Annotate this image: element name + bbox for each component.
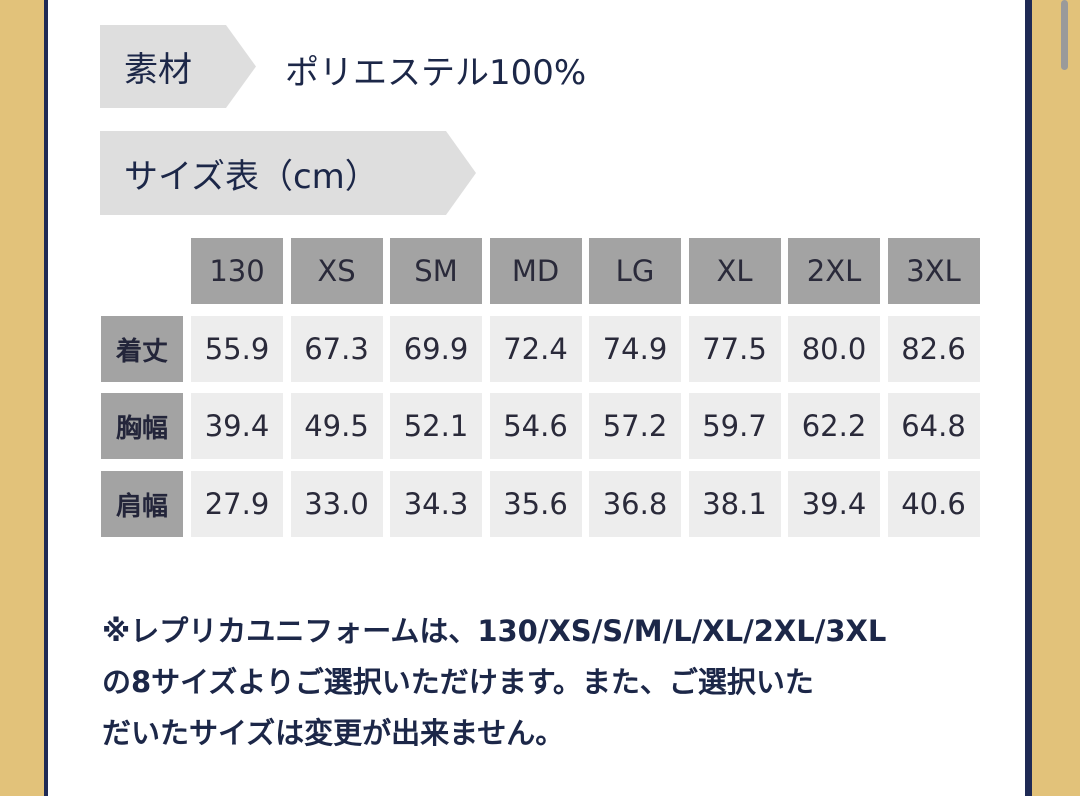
value-cell: 35.6 [489,471,582,537]
row-header: 肩幅 [101,471,183,537]
value-cell: 36.8 [589,471,681,537]
size-table-tag: サイズ表（cm） [100,131,476,215]
scrollbar [1061,0,1068,70]
value-cell: 27.9 [191,471,283,537]
value-cell: 67.3 [290,316,383,382]
value-cell: 38.1 [688,471,781,537]
value-cell: 34.3 [390,471,482,537]
value-cell: 59.7 [688,393,781,459]
value-cell: 80.0 [788,316,880,382]
value-cell: 40.6 [887,471,980,537]
value-cell: 54.6 [489,393,582,459]
value-cell: 62.2 [788,393,880,459]
column-header: MD [489,238,582,304]
value-cell: 69.9 [390,316,482,382]
value-cell: 49.5 [290,393,383,459]
column-header: 3XL [887,238,980,304]
value-cell: 39.4 [788,471,880,537]
value-cell: 74.9 [589,316,681,382]
note-line: の8サイズよりご選択いただけます。また、ご選択いた [102,665,814,699]
column-header: XS [290,238,383,304]
value-cell: 57.2 [589,393,681,459]
value-cell: 52.1 [390,393,482,459]
value-cell: 72.4 [489,316,582,382]
row-header: 胸幅 [101,393,183,459]
value-cell: 82.6 [887,316,980,382]
column-header: 130 [191,238,283,304]
material-tag: 素材 [100,25,256,108]
value-cell: 39.4 [191,393,283,459]
material-value: ポリエステル100% [285,53,587,93]
value-cell: 55.9 [191,316,283,382]
column-header: SM [390,238,482,304]
value-cell: 77.5 [688,316,781,382]
row-header: 着丈 [101,316,183,382]
note-line: ※レプリカユニフォームは、130/XS/S/M/L/XL/2XL/3XL [102,614,887,648]
value-cell: 33.0 [290,471,383,537]
column-header: 2XL [788,238,880,304]
value-cell: 64.8 [887,393,980,459]
note-line: だいたサイズは変更が出来ません。 [102,716,565,750]
column-header: LG [589,238,681,304]
column-header: XL [688,238,781,304]
